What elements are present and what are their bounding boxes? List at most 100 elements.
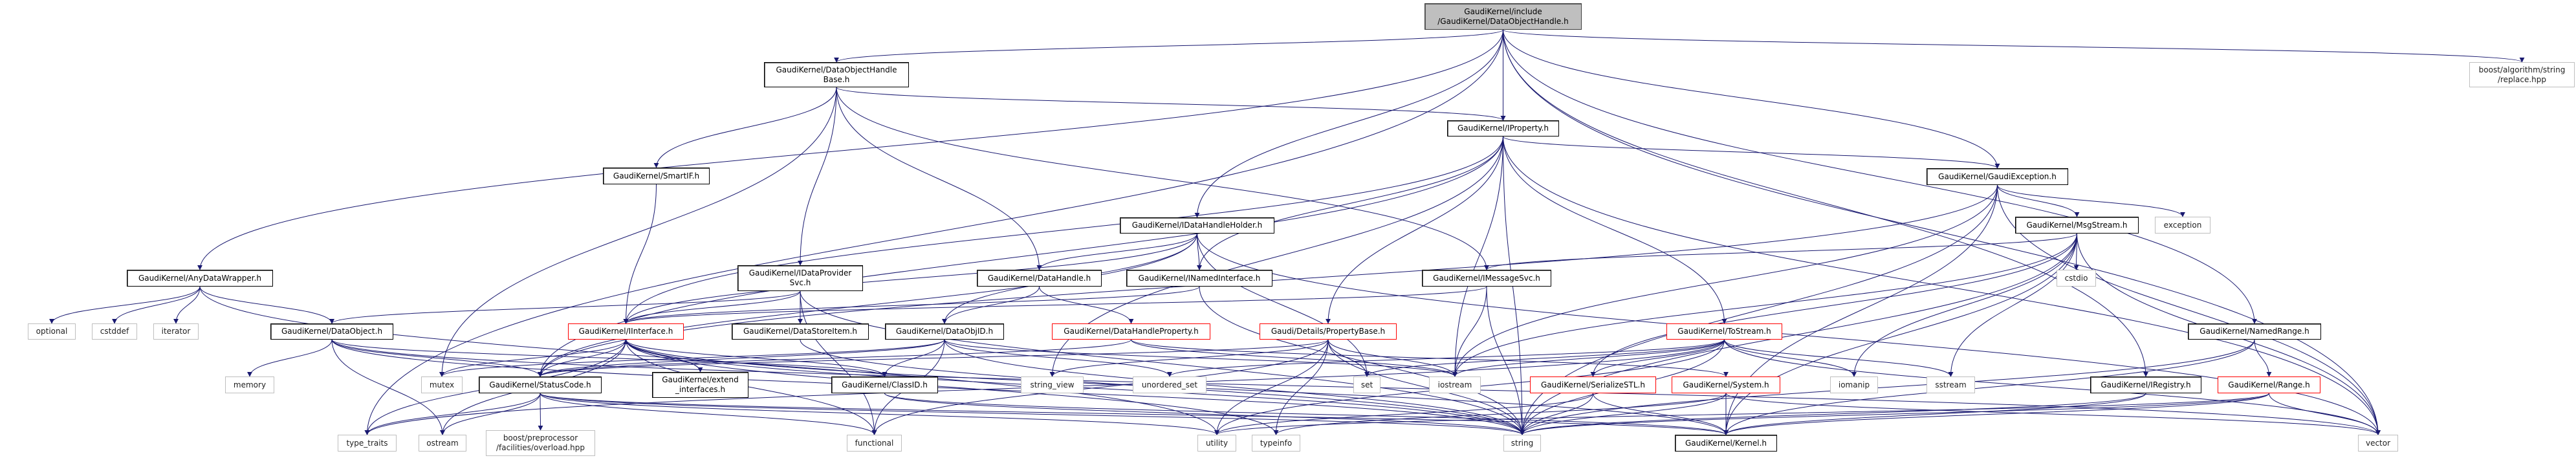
node-memory: memory (225, 376, 274, 393)
node-label: GaudiKernel/AnyDataWrapper.h (138, 273, 261, 283)
node-label: cstdio (2064, 273, 2088, 283)
node-label: GaudiKernel/DataObjID.h (895, 327, 994, 336)
edge-serializestl-to-string (1520, 393, 1593, 435)
node-dataobject[interactable]: GaudiKernel/DataObject.h (270, 323, 393, 340)
edge-iinterface-to-classid (626, 339, 888, 377)
node-tostream[interactable]: GaudiKernel/ToStream.h (1666, 323, 1782, 340)
edge-root-to-anydw (197, 29, 1503, 270)
node-datastoreitem[interactable]: GaudiKernel/DataStoreItem.h (732, 323, 869, 340)
edge-range-to-vector (2269, 393, 2381, 435)
edge-system-to-string (1520, 393, 1727, 435)
edge-gaudiexc-to-msgstream (1997, 184, 2080, 217)
edge-serializestl-to-kernel (1593, 393, 1729, 435)
node-smartif[interactable]: GaudiKernel/SmartIF.h (603, 168, 710, 184)
node-unordered-set: unordered_set (1133, 376, 1206, 393)
edge-msgstream-to-sstream (1948, 233, 2077, 377)
node-statuscode[interactable]: GaudiKernel/StatusCode.h (479, 376, 602, 393)
node-dhprop[interactable]: GaudiKernel/DataHandleProperty.h (1052, 323, 1210, 340)
edge-idps-to-iinterface (623, 290, 801, 324)
edge-msgstream-to-imsgsvc (1484, 233, 2077, 270)
edge-iproperty-to-tostream (1503, 136, 1727, 324)
edge-tostream-to-sstream (1724, 339, 1954, 377)
edge-dataobject-to-ostream (331, 339, 445, 435)
edge-propbase-to-functional (871, 339, 1329, 435)
edge-iinterface-to-functional (626, 339, 877, 435)
edge-root-to-dohb (834, 29, 1503, 63)
edge-imsgsvc-to-iinterface (623, 286, 1487, 324)
edge-serializestl-to-utility (1214, 393, 1593, 435)
node-type-traits: type_traits (338, 435, 397, 452)
node-idhh[interactable]: GaudiKernel/IDataHandleHolder.h (1120, 217, 1274, 234)
node-label: string_view (1030, 380, 1075, 389)
edge-dataobjid-to-string (944, 339, 1525, 435)
node-propbase[interactable]: Gaudi/Details/PropertyBase.h (1260, 323, 1397, 340)
edge-dataobjid-to-mutex (439, 339, 945, 377)
node-root: GaudiKernel/include /GaudiKernel/DataObj… (1424, 3, 1582, 30)
node-dohb[interactable]: GaudiKernel/DataObjectHandle Base.h (764, 62, 909, 87)
node-datahandle[interactable]: GaudiKernel/DataHandle.h (977, 270, 1102, 287)
edge-statuscode-to-kernel (540, 393, 1729, 435)
edge-propbase-to-string (1327, 339, 1525, 435)
edge-iproperty-to-propbase (1326, 136, 1503, 324)
node-range[interactable]: GaudiKernel/Range.h (2218, 376, 2320, 393)
edge-gaudiexc-to-iostream (1452, 184, 1998, 377)
node-label: GaudiKernel/include /GaudiKernel/DataObj… (1437, 6, 1569, 26)
node-label: ostream (426, 438, 459, 448)
node-iinterface[interactable]: GaudiKernel/IInterface.h (568, 323, 684, 340)
node-cstddef: cstddef (92, 323, 137, 340)
node-system[interactable]: GaudiKernel/System.h (1672, 376, 1780, 393)
edge-statuscode-to-utility (540, 393, 1219, 435)
node-namedrange[interactable]: GaudiKernel/NamedRange.h (2188, 323, 2321, 340)
node-inamed[interactable]: GaudiKernel/INamedInterface.h (1126, 270, 1272, 287)
node-anydw[interactable]: GaudiKernel/AnyDataWrapper.h (127, 270, 273, 287)
edge-anydw-to-dataobject (199, 286, 334, 324)
edge-tostream-to-iostream (1452, 339, 1725, 377)
node-imsgsvc[interactable]: GaudiKernel/IMessageSvc.h (1422, 270, 1551, 287)
edge-root-to-boost_replace (1503, 29, 2525, 63)
node-label: optional (36, 327, 68, 336)
node-label: GaudiKernel/DataObject.h (281, 327, 383, 336)
node-iproperty[interactable]: GaudiKernel/IProperty.h (1447, 120, 1559, 136)
edge-dohb-to-smartif (653, 87, 837, 168)
edge-dataobjid-to-unordered_set (944, 339, 1172, 377)
edge-dohb-to-datahandle (836, 87, 1042, 270)
edge-idps-to-string (800, 290, 1525, 435)
node-label: GaudiKernel/System.h (1683, 380, 1769, 389)
node-label: iostream (1437, 380, 1472, 389)
node-label: GaudiKernel/SerializeSTL.h (1541, 380, 1645, 389)
node-iregistry[interactable]: GaudiKernel/IRegistry.h (2090, 376, 2201, 393)
edge-statuscode-to-functional (540, 393, 877, 435)
edge-msgstream-to-string (1520, 233, 2077, 435)
edge-inamed-to-iinterface (623, 286, 1200, 324)
edge-idhh-to-set (1197, 233, 1370, 377)
node-extend[interactable]: GaudiKernel/extend _interfaces.h (652, 372, 748, 398)
edge-imsgsvc-to-iostream (1452, 286, 1487, 377)
node-label: boost/preprocessor /facilities/overload.… (496, 433, 585, 452)
node-label: GaudiKernel/DataHandleProperty.h (1064, 327, 1199, 336)
node-msgstream[interactable]: GaudiKernel/MsgStream.h (2015, 217, 2139, 234)
edge-propbase-to-set (1327, 339, 1370, 377)
edge-anydw-to-cstddef (112, 286, 201, 324)
node-label: type_traits (346, 438, 388, 448)
node-serializestl[interactable]: GaudiKernel/SerializeSTL.h (1530, 376, 1656, 393)
node-label: cstddef (100, 327, 129, 336)
node-idps[interactable]: GaudiKernel/IDataProvider Svc.h (737, 265, 863, 291)
node-classid[interactable]: GaudiKernel/ClassID.h (831, 376, 938, 393)
node-label: GaudiKernel/IRegistry.h (2101, 380, 2191, 389)
node-label: vector (2365, 438, 2391, 448)
node-label: iomanip (1838, 380, 1870, 389)
edge-dhprop-to-statuscode (538, 339, 1131, 377)
edge-system-to-typeinfo (1273, 393, 1727, 435)
edge-datahandle-to-dataobjid (942, 286, 1040, 324)
edge-idps-to-dataobject (329, 290, 801, 324)
node-optional: optional (28, 323, 76, 340)
node-dataobjid[interactable]: GaudiKernel/DataObjID.h (885, 323, 1004, 340)
edge-datahandle-to-dhprop (1039, 286, 1134, 324)
node-label: sstream (1935, 380, 1967, 389)
edge-anydw-to-iterator (173, 286, 201, 324)
node-kernel[interactable]: GaudiKernel/Kernel.h (1675, 435, 1777, 452)
node-gaudiexc[interactable]: GaudiKernel/GaudiException.h (1927, 168, 2068, 185)
edge-classid-to-string (884, 393, 1525, 435)
edge-dataobjid-to-classid (882, 339, 945, 377)
node-label: GaudiKernel/extend _interfaces.h (662, 375, 739, 394)
